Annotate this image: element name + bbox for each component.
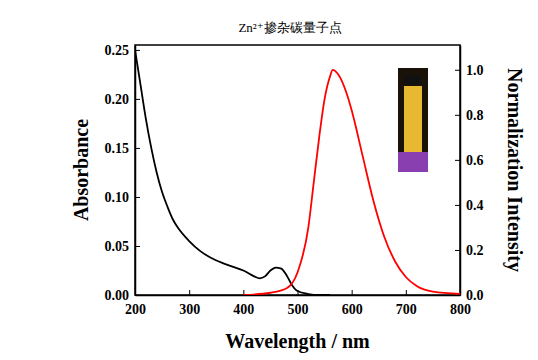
y-tick-mark xyxy=(135,295,140,296)
y2-axis-line xyxy=(460,46,462,296)
x-tick: 600 xyxy=(342,290,363,317)
y2-tick: 1.0 xyxy=(455,63,484,78)
y2-tick-mark xyxy=(455,70,460,71)
y-tick: 0.25 xyxy=(105,43,141,58)
y-axis: 0.00 0.05 0.10 0.15 0.20 0.25 xyxy=(105,43,141,303)
y2-tick-label: 0.0 xyxy=(466,288,484,303)
y-tick: 0.20 xyxy=(105,92,141,107)
x-tick-label: 400 xyxy=(233,302,254,317)
plot-area xyxy=(135,50,460,295)
y-tick-mark xyxy=(135,197,140,198)
inset-background xyxy=(398,68,428,172)
y-tick: 0.05 xyxy=(105,239,141,254)
y2-tick: 0.2 xyxy=(455,243,484,258)
y2-tick-mark xyxy=(455,295,460,296)
y2-tick-label: 0.6 xyxy=(466,153,484,168)
y2-tick-label: 0.8 xyxy=(466,108,484,123)
y-tick-mark xyxy=(135,246,140,247)
chart: 200 300 400 500 600 700 800 0.00 0.05 0.10 0.15 0.2… xyxy=(0,0,538,360)
y2-tick: 0.0 xyxy=(455,288,484,303)
y-tick: 0.15 xyxy=(105,141,141,156)
y2-tick-label: 0.2 xyxy=(466,243,484,258)
y2-axis: 0.0 0.2 0.4 0.6 0.8 1.0 xyxy=(455,46,484,303)
x-tick-label: 500 xyxy=(288,302,309,317)
y-tick-mark xyxy=(135,99,140,100)
inset-photo xyxy=(398,68,428,172)
y2-tick-label: 1.0 xyxy=(466,63,484,78)
x-tick-label: 200 xyxy=(125,302,146,317)
x-tick: 700 xyxy=(396,290,417,317)
x-tick-label: 800 xyxy=(450,302,471,317)
y2-tick-mark xyxy=(455,115,460,116)
y-tick-label: 0.25 xyxy=(105,43,130,58)
y-tick-label: 0.20 xyxy=(105,92,130,107)
y2-tick: 0.4 xyxy=(455,198,484,213)
inset-cap xyxy=(405,75,421,85)
y2-tick-mark xyxy=(455,160,460,161)
series-line xyxy=(243,70,460,295)
y-axis-title: Absorbance xyxy=(70,119,92,221)
y2-tick-label: 0.4 xyxy=(466,198,484,213)
y2-axis-title: Normalization Intensity xyxy=(503,68,526,272)
y-axis-line xyxy=(135,46,137,296)
x-tick-mark xyxy=(352,290,353,295)
y2-tick: 0.6 xyxy=(455,153,484,168)
x-tick-mark xyxy=(189,290,190,295)
y2-tick-mark xyxy=(455,250,460,251)
y-tick-label: 0.00 xyxy=(105,288,130,303)
x-tick: 300 xyxy=(179,290,200,317)
series-line xyxy=(135,50,330,295)
y-tick-label: 0.10 xyxy=(105,190,130,205)
y-tick: 0.10 xyxy=(105,190,141,205)
y2-tick-mark xyxy=(455,205,460,206)
x-tick-label: 600 xyxy=(342,302,363,317)
y-tick-label: 0.15 xyxy=(105,141,130,156)
x-axis: 200 300 400 500 600 700 800 xyxy=(125,290,471,317)
plot-frame xyxy=(135,45,460,295)
y-tick: 0.00 xyxy=(105,288,141,303)
y-tick-label: 0.05 xyxy=(105,239,130,254)
inset-light xyxy=(398,152,428,172)
y-tick-mark xyxy=(135,148,140,149)
chart-title: Zn²⁺掺杂碳量子点 xyxy=(238,20,341,35)
x-tick-label: 700 xyxy=(396,302,417,317)
x-tick-mark xyxy=(406,290,407,295)
x-axis-title: Wavelength / nm xyxy=(225,330,370,353)
x-tick-label: 300 xyxy=(179,302,200,317)
inset-vial xyxy=(404,86,422,152)
y2-tick: 0.8 xyxy=(455,108,484,123)
